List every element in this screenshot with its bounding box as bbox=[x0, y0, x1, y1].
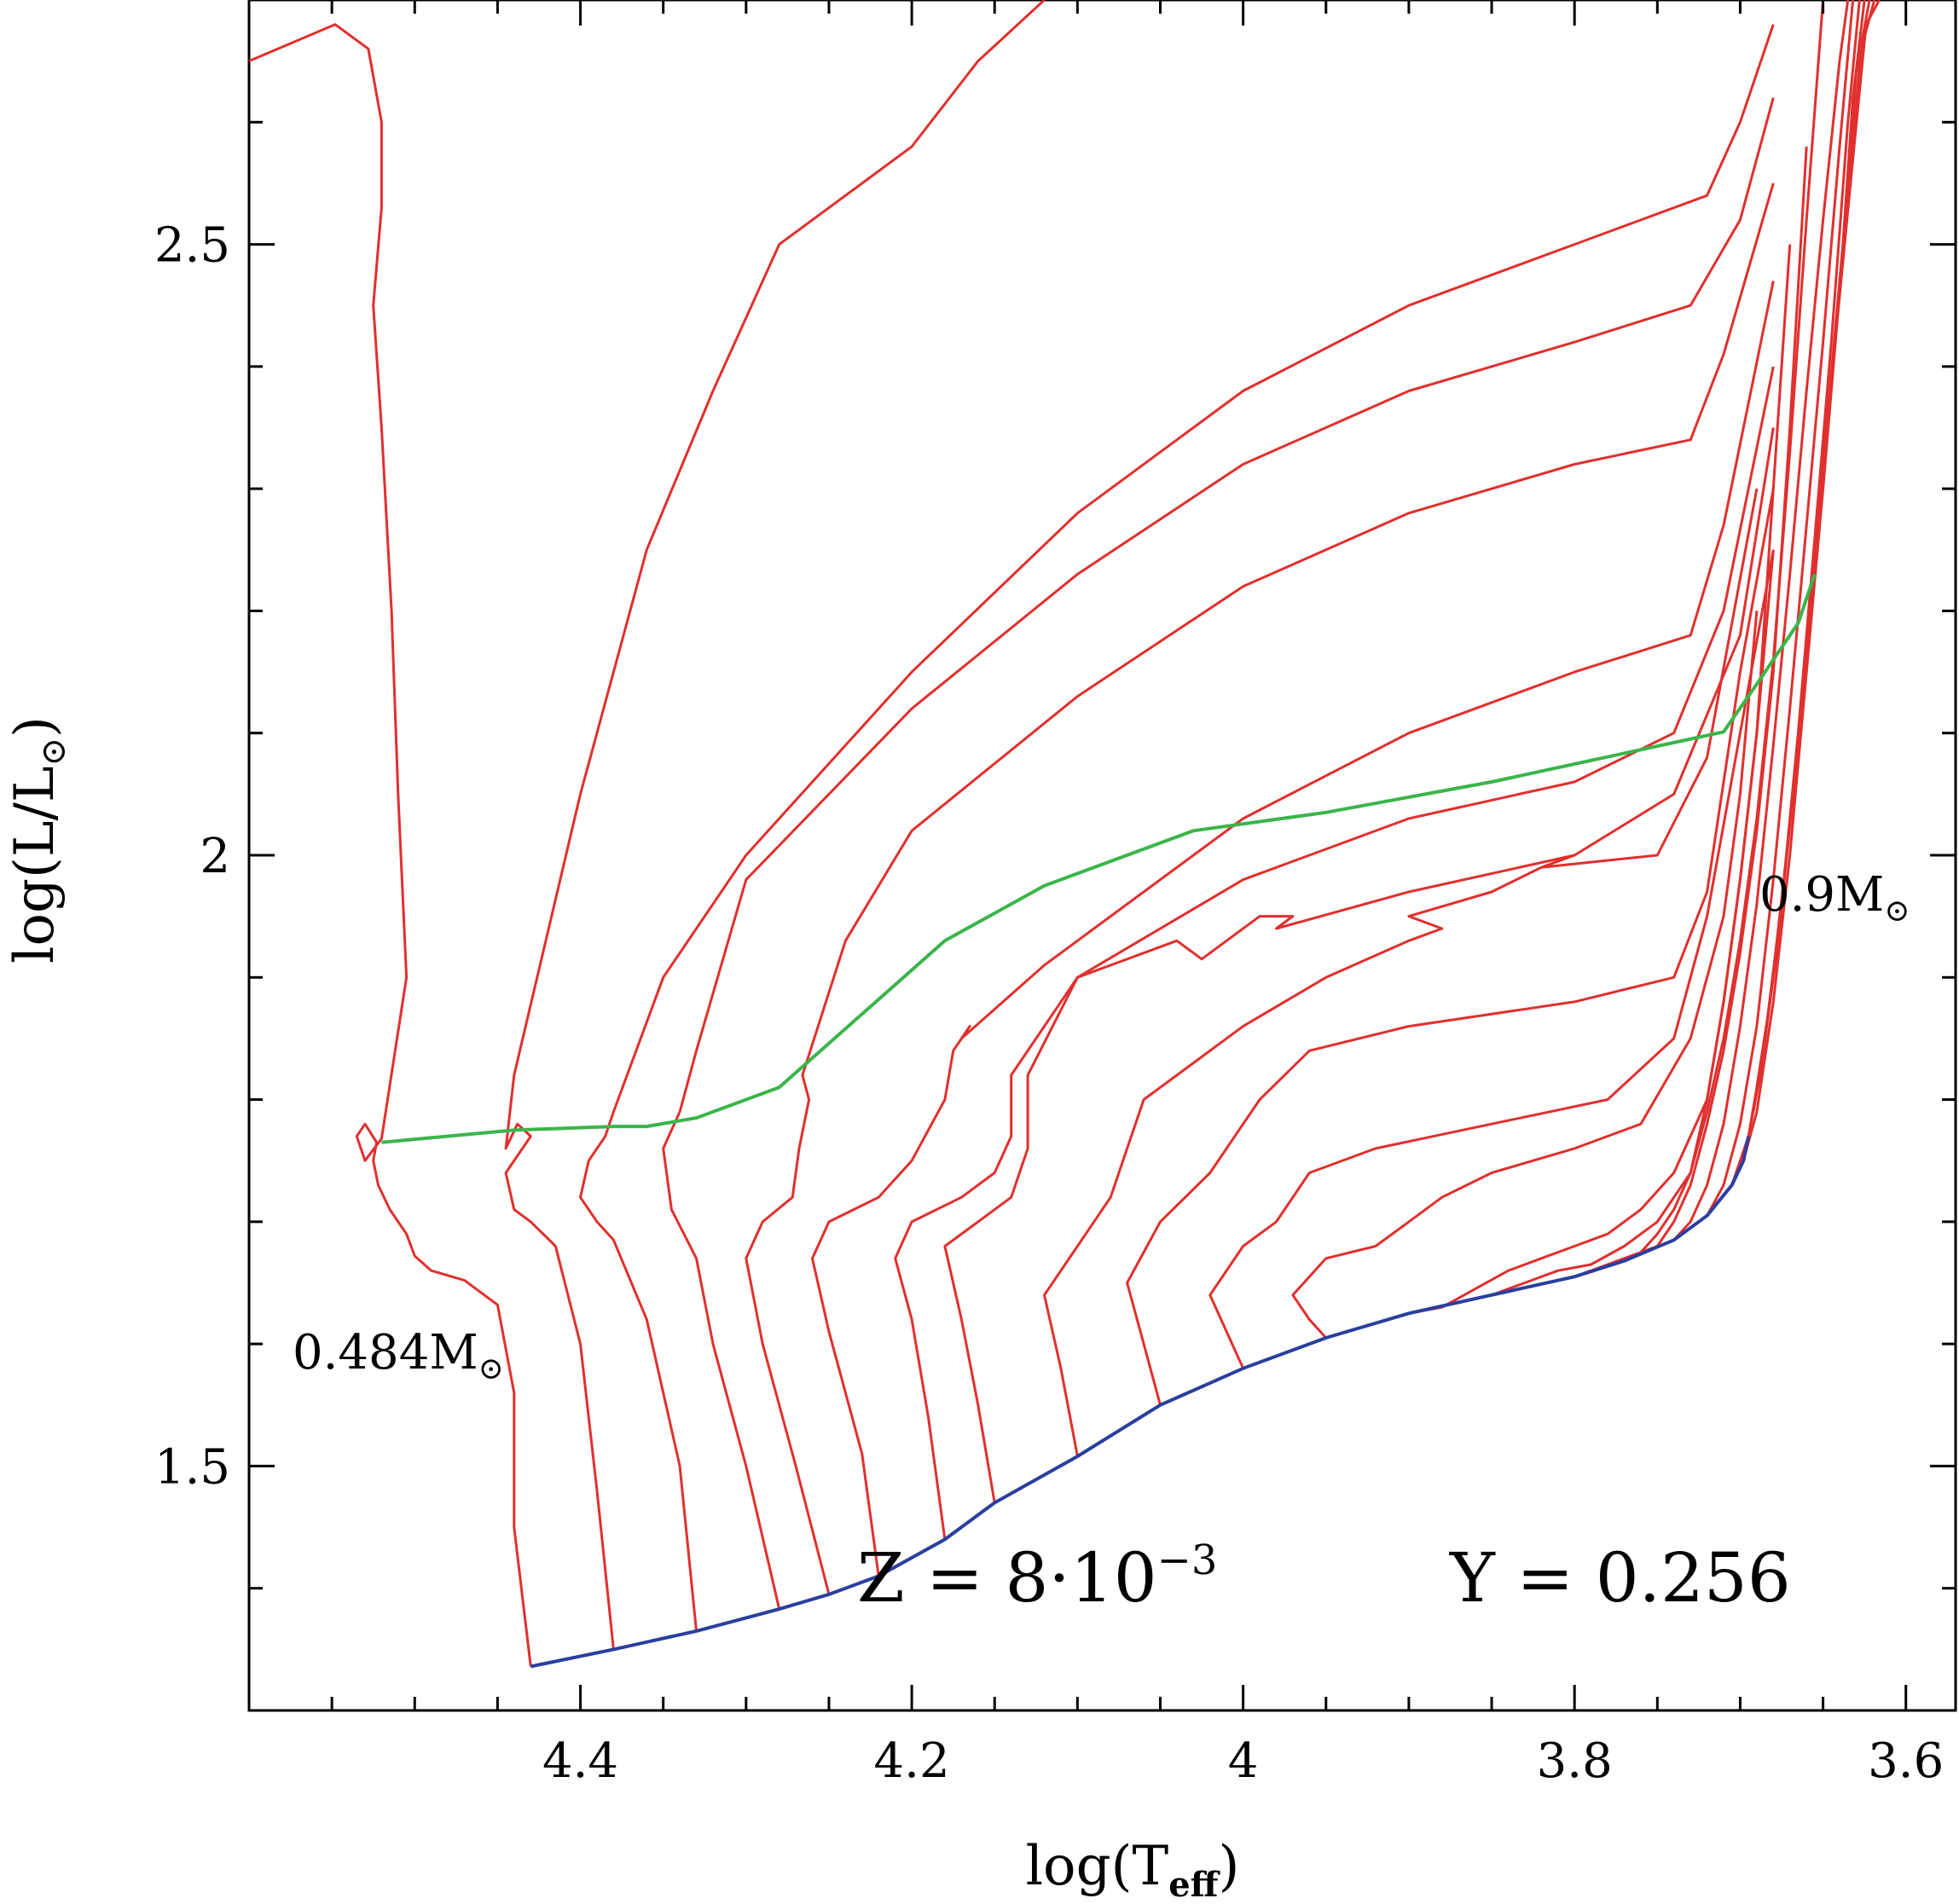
track-4 bbox=[745, 182, 1775, 1595]
y-tick-label: 2.5 bbox=[154, 218, 230, 274]
zahb-curve bbox=[530, 1136, 1751, 1669]
high-mass-label-text: 0.9M bbox=[1759, 867, 1884, 923]
locus-line bbox=[381, 573, 1817, 1144]
track-17 bbox=[1706, 0, 1855, 1217]
track-22 bbox=[1755, 0, 1881, 1088]
x-axis-label: log(Teff) bbox=[1026, 1835, 1240, 1904]
track-3 bbox=[662, 97, 1775, 1610]
track-13 bbox=[1491, 244, 1792, 1297]
composition-z-text: Z = 8·10 bbox=[857, 1538, 1157, 1618]
track-15 bbox=[1623, 0, 1825, 1263]
track-14 bbox=[1574, 146, 1808, 1278]
high-mass-label: 0.9M⊙ bbox=[1759, 867, 1910, 929]
track-8 bbox=[1043, 488, 1759, 1457]
composition-y-annotation: Y = 0.256 bbox=[1449, 1538, 1791, 1618]
y-axis-label-main: log(L/L bbox=[3, 766, 67, 964]
plot-frame bbox=[247, 0, 1957, 1712]
track-11 bbox=[1291, 611, 1759, 1340]
track-6 bbox=[894, 366, 1775, 1540]
evolutionary-tracks bbox=[248, 0, 1881, 1667]
composition-z-exponent: −3 bbox=[1157, 1537, 1218, 1584]
locus-curve bbox=[381, 573, 1817, 1144]
track-7 bbox=[943, 427, 1775, 1503]
axis-tick-labels: 4.4 4.2 4 3.8 3.6 1.5 2 2.5 bbox=[154, 218, 1944, 1789]
track-5 bbox=[811, 281, 1775, 1577]
low-mass-label: 0.484M⊙ bbox=[293, 1325, 504, 1386]
x-axis-label-close: ) bbox=[1218, 1835, 1239, 1898]
x-tick-label: 3.8 bbox=[1537, 1733, 1613, 1789]
x-axis-label-sub: eff bbox=[1168, 1865, 1220, 1904]
low-mass-label-sun: ⊙ bbox=[478, 1351, 504, 1386]
high-mass-label-sun: ⊙ bbox=[1884, 894, 1910, 929]
track-10 bbox=[1208, 549, 1775, 1369]
zahb-line bbox=[530, 1136, 1751, 1669]
x-tick-label: 4 bbox=[1228, 1733, 1259, 1789]
track-0 bbox=[248, 23, 532, 1667]
track-2 bbox=[579, 24, 1775, 1632]
low-mass-label-text: 0.484M bbox=[293, 1325, 478, 1380]
x-axis-label-main: log(T bbox=[1026, 1835, 1169, 1898]
y-axis-label: log(L/L⊙) bbox=[3, 716, 73, 964]
x-tick-label: 4.4 bbox=[542, 1733, 618, 1789]
x-tick-label: 3.6 bbox=[1868, 1733, 1944, 1789]
x-tick-label: 4.2 bbox=[874, 1733, 950, 1789]
axis-ticks bbox=[249, 0, 1956, 1710]
y-axis-label-close: ) bbox=[3, 716, 67, 738]
composition-z-annotation: Z = 8·10−3 bbox=[857, 1537, 1217, 1618]
y-axis-label-sub: ⊙ bbox=[34, 738, 73, 767]
track-9 bbox=[1126, 488, 1775, 1406]
y-tick-label: 2 bbox=[200, 829, 230, 884]
track-1 bbox=[504, 0, 1046, 1650]
track-16 bbox=[1672, 0, 1850, 1241]
y-tick-label: 1.5 bbox=[154, 1439, 230, 1495]
